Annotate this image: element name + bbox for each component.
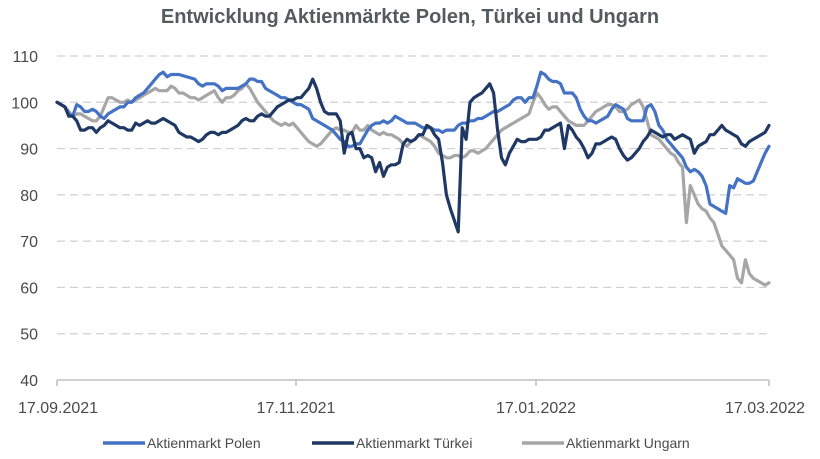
series-lines: [55, 70, 771, 287]
y-tick-label: 110: [12, 49, 38, 66]
y-axis-ticks: 40 50 60 70 80 90 100 110: [11, 49, 38, 390]
y-tick-label: 60: [20, 280, 38, 297]
series-line-aktienmarkt-ungarn: [55, 82, 771, 287]
legend: Aktienmarkt Polen Aktienmarkt Türkei Aktie…: [103, 435, 690, 451]
y-tick-label: 70: [20, 234, 38, 251]
y-tick-label: 90: [20, 142, 38, 159]
y-tick-label: 50: [20, 327, 38, 344]
series-line-aktienmarkt-polen: [55, 70, 771, 215]
y-tick-label: 80: [20, 188, 38, 205]
y-tick-label: 40: [20, 373, 38, 390]
legend-label-aktienmarkt-ungarn: Aktienmarkt Ungarn: [566, 435, 690, 451]
x-axis: 17.09.2021 17.11.2021 17.01.2022 17.03.2022: [18, 379, 805, 417]
gridlines: [57, 55, 769, 335]
series-line-aktienmarkt-tuerkei: [55, 77, 771, 234]
x-tick-label: 17.11.2021: [257, 400, 336, 417]
chart-title: Entwicklung Aktienmärkte Polen, Türkei u…: [160, 6, 660, 28]
x-tick-label: 17.01.2022: [496, 400, 576, 417]
legend-label-aktienmarkt-polen: Aktienmarkt Polen: [147, 435, 261, 451]
x-tick-label: 17.09.2021: [18, 400, 98, 417]
legend-label-aktienmarkt-tuerkei: Aktienmarkt Türkei: [356, 435, 472, 451]
x-tick-label: 17.03.2022: [725, 400, 805, 417]
y-tick-label: 100: [11, 95, 38, 112]
